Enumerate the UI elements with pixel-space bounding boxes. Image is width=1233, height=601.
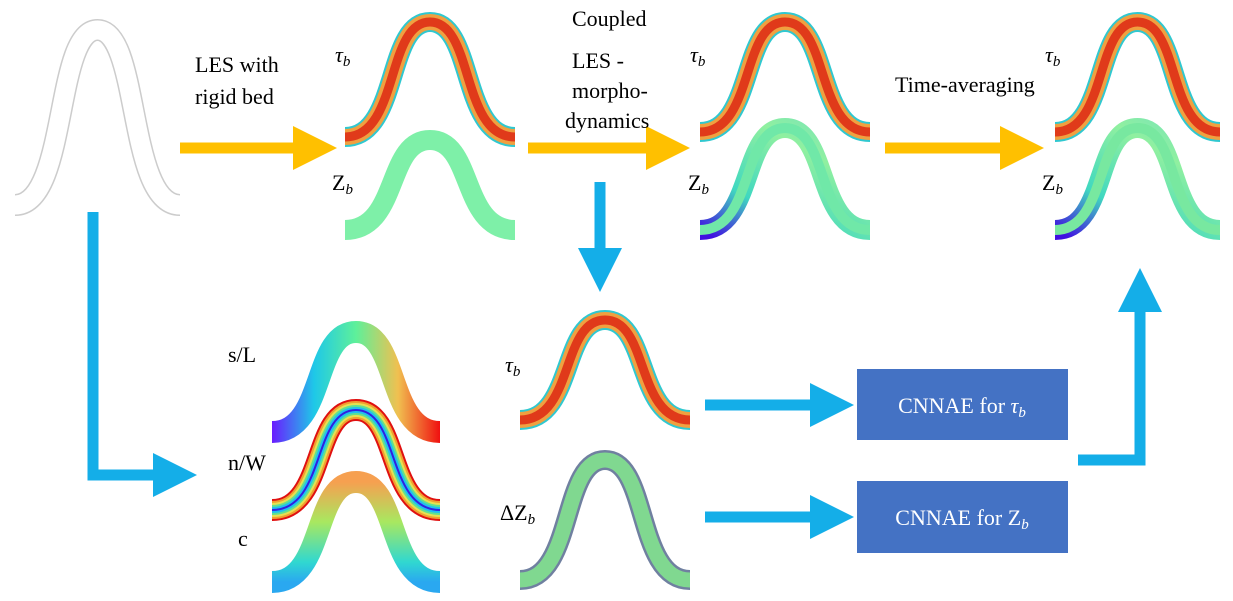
- symbol: s/L: [228, 342, 256, 367]
- subscript: b: [1018, 405, 1026, 421]
- subscript: b: [1021, 517, 1029, 533]
- step-labels: LES with rigid bed Coupled LES - morpho-…: [195, 6, 1035, 133]
- bend-layer: [520, 320, 690, 420]
- symbol: ΔZ: [500, 500, 528, 525]
- panel-label: c: [238, 526, 248, 551]
- arrow: [93, 212, 175, 475]
- subscript: b: [1055, 182, 1063, 198]
- bend-layer: [520, 460, 690, 580]
- panel-label: τb: [505, 352, 521, 380]
- subscript: b: [701, 182, 709, 198]
- panel-label: τb: [335, 42, 351, 70]
- bend-layer: [345, 140, 515, 230]
- bend: [15, 30, 180, 205]
- model-label: CNNAE for Zb: [895, 505, 1029, 533]
- subscript: b: [1053, 54, 1061, 70]
- bend-layer: [700, 22, 870, 132]
- bend: [700, 128, 870, 230]
- panel-label: τb: [1045, 42, 1061, 70]
- symbol: Z: [1042, 170, 1055, 195]
- step-label: Coupled: [572, 6, 647, 31]
- label-text: CNNAE for: [895, 505, 1007, 530]
- symbol: Z: [332, 170, 345, 195]
- panel-label: ΔZb: [500, 500, 536, 528]
- bend-layer: [15, 30, 180, 205]
- model-label: CNNAE for τb: [898, 393, 1026, 421]
- bend: [1055, 128, 1220, 230]
- step-label: morpho-: [572, 78, 648, 103]
- subscript: b: [345, 182, 353, 198]
- arrow: [1078, 290, 1140, 460]
- label-text: CNNAE for: [898, 393, 1010, 418]
- panel-label: s/L: [228, 342, 256, 367]
- subscript: b: [698, 54, 706, 70]
- panel-label: τb: [690, 42, 706, 70]
- bend-layer: [700, 128, 870, 230]
- subscript: b: [343, 54, 351, 70]
- symbol: c: [238, 526, 248, 551]
- bend: [345, 140, 515, 230]
- panel-label: Zb: [688, 170, 709, 198]
- step-label: LES with: [195, 52, 279, 77]
- panel-label: Zb: [1042, 170, 1063, 198]
- bend-layer: [345, 22, 515, 137]
- subscript: b: [513, 364, 521, 380]
- subscript: b: [528, 512, 536, 528]
- bend: [345, 22, 515, 137]
- step-label: LES -: [572, 48, 624, 73]
- workflow-diagram: CNNAE for τb CNNAE for Zb LES with rigid…: [0, 0, 1233, 601]
- bend-layer: [1055, 22, 1220, 132]
- symbol: Z: [1008, 505, 1021, 530]
- symbol: Z: [688, 170, 701, 195]
- bend-layer: [1055, 128, 1220, 230]
- panel-label: Zb: [332, 170, 353, 198]
- symbol: n/W: [228, 450, 266, 475]
- bend: [700, 22, 870, 132]
- step-label: Time-averaging: [895, 72, 1035, 97]
- step-label: rigid bed: [195, 84, 274, 109]
- step-label: dynamics: [565, 108, 649, 133]
- panel-label: n/W: [228, 450, 266, 475]
- bend: [520, 320, 690, 420]
- bend: [1055, 22, 1220, 132]
- bend: [520, 460, 690, 580]
